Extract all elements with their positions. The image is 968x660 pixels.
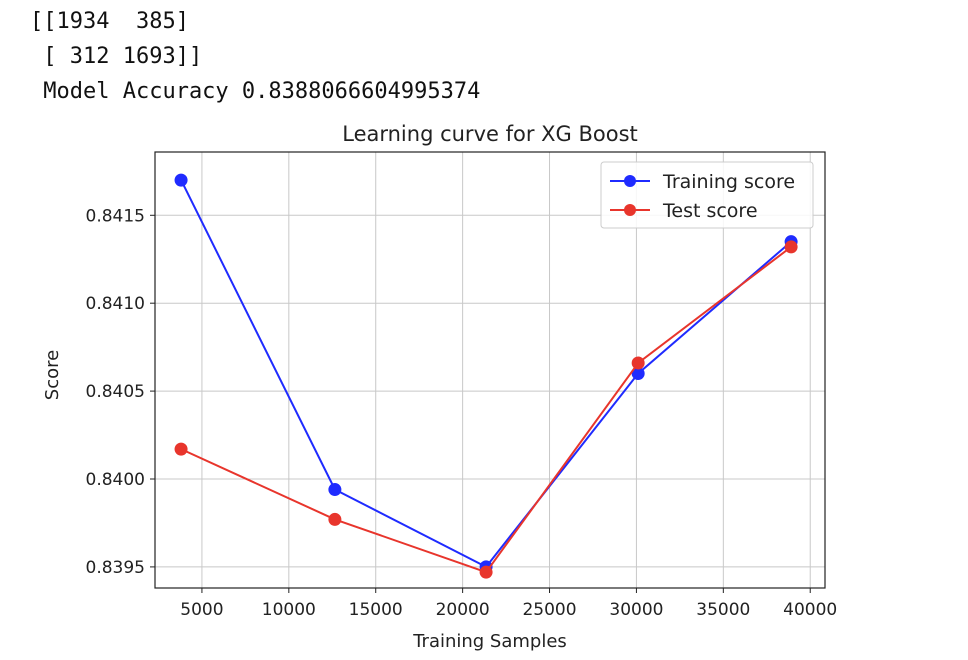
data-point-test (174, 442, 188, 456)
y-tick-label: 0.8395 (86, 558, 145, 578)
legend-marker-test (624, 204, 636, 216)
x-tick-label: 20000 (436, 600, 490, 620)
console-output: [[1934 385] [ 312 1693]] Model Accuracy … (30, 4, 480, 109)
x-tick-label: 10000 (262, 600, 316, 620)
y-tick-label: 0.8415 (86, 206, 145, 226)
x-tick-label: 30000 (609, 600, 663, 620)
legend-label-test: Test score (662, 200, 758, 222)
output-line: [ 312 1693]] (30, 44, 203, 69)
data-point-test (479, 565, 493, 579)
axis-ticks: 5000 10000 15000 20000 25000 30000 35000 40000 0… (86, 206, 838, 620)
legend: Training score Test score (600, 161, 814, 229)
chart-title: Learning curve for XG Boost (342, 122, 638, 146)
legend-marker-training (624, 175, 636, 187)
legend-label-training: Training score (662, 171, 795, 193)
x-tick-label: 15000 (349, 600, 403, 620)
y-tick-label: 0.8405 (86, 382, 145, 402)
data-point-training (174, 173, 188, 187)
data-point-test (631, 356, 645, 370)
x-tick-label: 5000 (180, 600, 223, 620)
series (174, 173, 798, 579)
plot-frame (154, 151, 826, 589)
data-point-training (328, 483, 342, 497)
output-line: Model Accuracy 0.8388066604995374 (30, 79, 481, 104)
series-line-test (180, 246, 792, 574)
x-axis-label: Training Samples (412, 631, 567, 652)
series-line-training (180, 179, 792, 569)
x-tick-label: 35000 (696, 600, 750, 620)
legend-box (600, 161, 814, 229)
data-point-training (631, 367, 645, 381)
y-axis-label: Score (42, 350, 63, 400)
output-line: [[1934 385] (30, 9, 189, 34)
y-tick-label: 0.8410 (86, 294, 145, 314)
x-tick-label: 25000 (522, 600, 576, 620)
y-tick-label: 0.8400 (86, 470, 145, 490)
x-tick-label: 40000 (783, 600, 837, 620)
data-point-test (328, 512, 342, 526)
data-point-test (784, 240, 798, 254)
